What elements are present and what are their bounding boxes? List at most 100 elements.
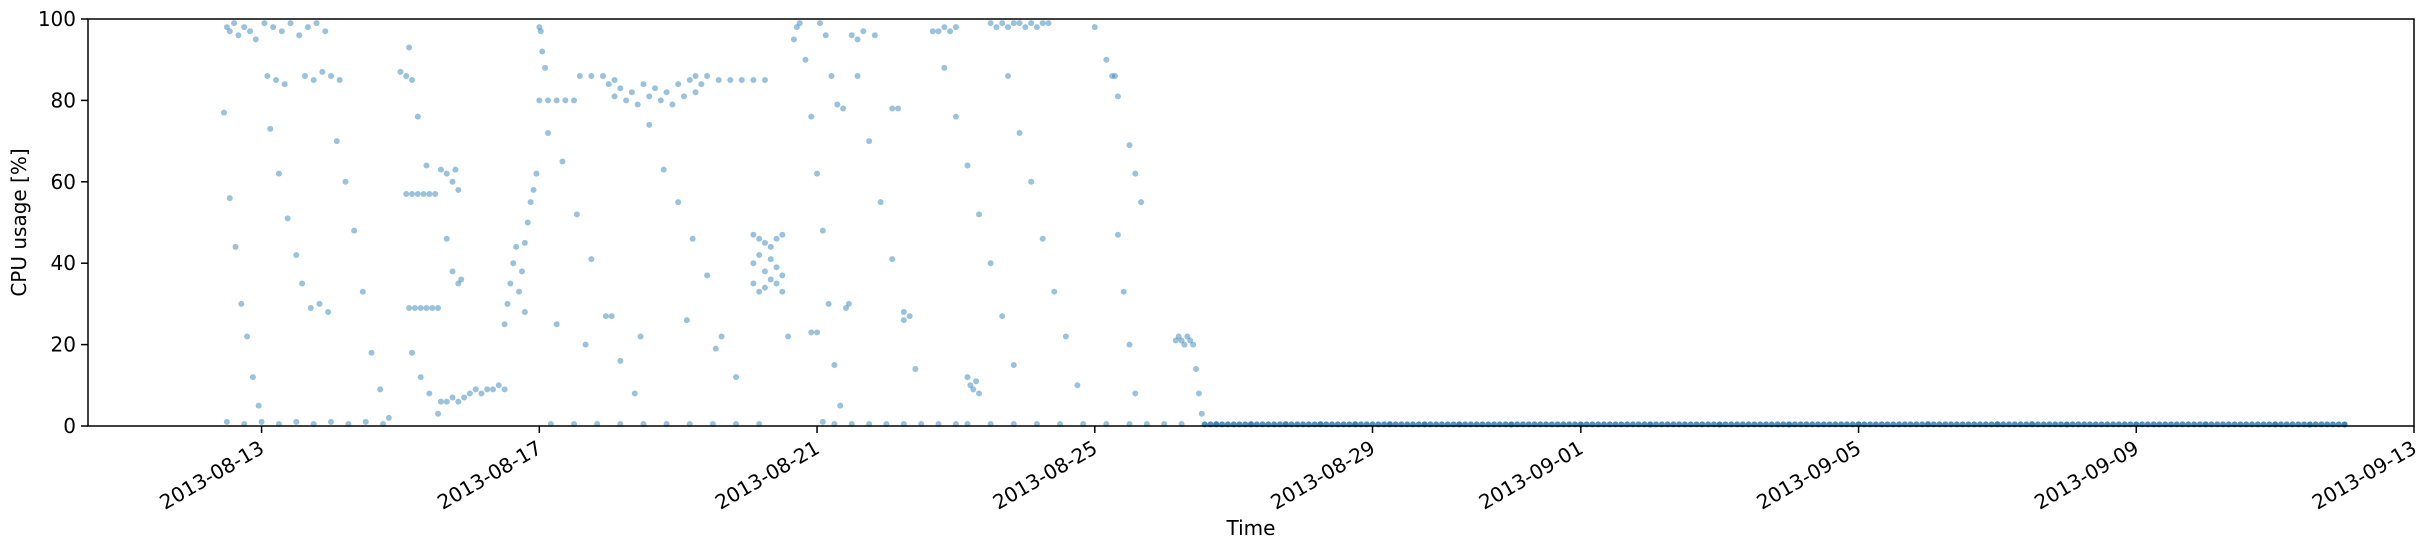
data-point bbox=[1181, 341, 1188, 348]
data-point bbox=[602, 313, 609, 320]
data-point bbox=[244, 333, 251, 340]
data-point bbox=[409, 77, 416, 84]
data-point bbox=[628, 89, 635, 96]
data-point bbox=[828, 72, 835, 79]
data-point bbox=[773, 280, 780, 287]
data-point bbox=[458, 276, 465, 283]
data-point bbox=[1033, 24, 1040, 31]
data-point bbox=[715, 77, 722, 84]
data-point bbox=[816, 20, 823, 27]
data-point bbox=[1016, 20, 1023, 27]
data-point bbox=[712, 345, 719, 352]
data-point bbox=[241, 24, 248, 31]
data-point bbox=[273, 77, 280, 84]
data-point bbox=[895, 105, 902, 112]
data-point bbox=[767, 243, 774, 250]
data-point bbox=[952, 113, 959, 120]
data-point bbox=[313, 20, 320, 27]
data-point bbox=[1016, 129, 1023, 136]
data-point bbox=[822, 32, 829, 39]
data-point bbox=[1195, 390, 1202, 397]
data-point bbox=[692, 89, 699, 96]
data-point bbox=[1175, 333, 1182, 340]
data-point bbox=[1074, 382, 1081, 389]
data-point bbox=[698, 81, 705, 88]
data-point bbox=[455, 280, 462, 287]
data-point bbox=[536, 97, 543, 104]
data-point bbox=[987, 20, 994, 27]
data-point bbox=[542, 64, 549, 71]
data-point bbox=[261, 20, 268, 27]
data-point bbox=[1039, 20, 1046, 27]
data-point bbox=[452, 166, 459, 173]
data-point bbox=[652, 85, 659, 92]
data-point bbox=[449, 268, 456, 275]
data-point bbox=[617, 85, 624, 92]
data-point bbox=[993, 24, 1000, 31]
data-point bbox=[432, 191, 439, 198]
data-point bbox=[733, 374, 740, 381]
data-point bbox=[1508, 421, 1515, 428]
data-point bbox=[686, 77, 693, 84]
data-point bbox=[761, 268, 768, 275]
data-point bbox=[617, 357, 624, 364]
data-point bbox=[275, 170, 282, 177]
data-point bbox=[877, 199, 884, 206]
data-point bbox=[223, 418, 230, 425]
data-point bbox=[1132, 390, 1139, 397]
data-point bbox=[814, 329, 821, 336]
data-point bbox=[756, 288, 763, 295]
data-point bbox=[611, 93, 618, 100]
data-point bbox=[443, 398, 450, 405]
data-point bbox=[573, 211, 580, 218]
data-point bbox=[900, 317, 907, 324]
data-point bbox=[779, 231, 786, 238]
data-point bbox=[790, 36, 797, 43]
data-point bbox=[417, 374, 424, 381]
data-point bbox=[631, 390, 638, 397]
data-point bbox=[1028, 178, 1035, 185]
data-point bbox=[761, 77, 768, 84]
data-point bbox=[704, 72, 711, 79]
data-point bbox=[429, 304, 436, 311]
data-point bbox=[397, 68, 404, 75]
data-point bbox=[1039, 235, 1046, 242]
data-point bbox=[322, 28, 329, 35]
data-point bbox=[544, 97, 551, 104]
data-point bbox=[293, 418, 300, 425]
data-point bbox=[1126, 142, 1133, 149]
data-point bbox=[588, 256, 595, 263]
data-point bbox=[362, 418, 369, 425]
data-point bbox=[675, 81, 682, 88]
data-point bbox=[270, 24, 277, 31]
data-point bbox=[501, 386, 508, 393]
data-point bbox=[1051, 288, 1058, 295]
data-point bbox=[521, 239, 528, 246]
data-point bbox=[231, 20, 238, 27]
data-point bbox=[582, 341, 589, 348]
data-point bbox=[842, 304, 849, 311]
data-point bbox=[533, 170, 540, 177]
data-point bbox=[1126, 341, 1133, 348]
data-point bbox=[588, 72, 595, 79]
data-point bbox=[845, 300, 852, 307]
data-point bbox=[278, 28, 285, 35]
data-point bbox=[1187, 337, 1194, 344]
data-point bbox=[351, 227, 358, 234]
data-point bbox=[646, 121, 653, 128]
data-point bbox=[406, 304, 413, 311]
data-point bbox=[750, 77, 757, 84]
data-point bbox=[964, 162, 971, 169]
data-point bbox=[1010, 361, 1017, 368]
data-point bbox=[507, 280, 514, 287]
data-point bbox=[608, 313, 615, 320]
x-axis-label: Time bbox=[1226, 516, 1276, 540]
data-point bbox=[232, 243, 239, 250]
data-point bbox=[576, 72, 583, 79]
data-point bbox=[328, 418, 335, 425]
data-point bbox=[426, 191, 433, 198]
data-point bbox=[527, 199, 534, 206]
data-point bbox=[325, 309, 332, 316]
data-point bbox=[524, 219, 531, 226]
data-point bbox=[461, 394, 468, 401]
